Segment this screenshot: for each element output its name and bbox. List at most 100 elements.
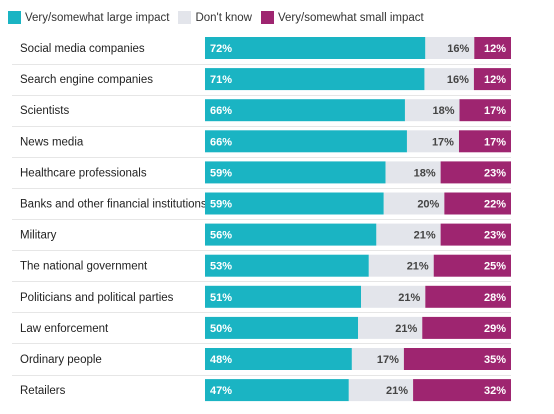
bar-segment-large — [205, 130, 407, 153]
bar-segment-small — [440, 161, 511, 184]
bar-segment-large — [205, 192, 384, 215]
value-label-dontknow: 21% — [398, 292, 420, 304]
value-label-small: 23% — [484, 167, 506, 179]
bar-segment-large — [205, 99, 405, 122]
bar-segment-small — [459, 99, 511, 122]
category-label: Retailers — [20, 385, 66, 397]
value-label-large: 56% — [210, 230, 232, 242]
bar-segment-large — [205, 254, 369, 277]
bar-row: Military 56% 21% 23% — [12, 219, 511, 246]
value-label-dontknow: 18% — [414, 167, 436, 179]
bar-row: Law enforcement 50% 21% 29% — [12, 312, 511, 339]
bar-row: Banks and other financial institutions 59… — [12, 188, 511, 215]
bar-segment-large — [205, 223, 377, 246]
value-label-dontknow: 16% — [447, 74, 469, 86]
value-label-small: 17% — [484, 105, 506, 117]
bar-row: Social media companies 72% 16% 12% — [20, 37, 511, 59]
bar-segment-small — [444, 192, 511, 215]
bar-segment-small — [473, 68, 511, 91]
category-label: Banks and other financial institutions — [20, 199, 207, 211]
category-label: Law enforcement — [20, 323, 109, 335]
bar-segment-large — [205, 348, 352, 370]
bar-segment-large — [205, 316, 358, 339]
bar-segment-small — [458, 130, 511, 153]
category-label: Scientists — [20, 105, 69, 117]
bar-segment-small — [474, 37, 511, 59]
legend-label-small: Very/somewhat small impact — [277, 11, 424, 24]
category-label: Military — [20, 230, 57, 242]
value-label-dontknow: 21% — [414, 230, 436, 242]
category-label: News media — [20, 136, 84, 148]
value-label-dontknow: 20% — [417, 199, 439, 211]
value-label-dontknow: 17% — [377, 354, 399, 366]
bar-segment-large — [205, 379, 349, 402]
value-label-dontknow: 21% — [395, 323, 417, 335]
value-label-dontknow: 18% — [432, 105, 454, 117]
bar-segment-small — [422, 316, 511, 339]
legend-label-dontknow: Don't know — [195, 11, 252, 24]
legend-swatch-dontknow — [178, 11, 192, 24]
bar-segment-dontknow — [385, 161, 441, 184]
bar-segment-dontknow — [351, 348, 404, 370]
bar-row: The national government 53% 21% 25% — [12, 250, 511, 277]
bar-segment-dontknow — [404, 99, 460, 122]
value-label-small: 28% — [484, 292, 506, 304]
legend-label-large: Very/somewhat large impact — [25, 11, 170, 24]
value-label-small: 32% — [484, 385, 506, 397]
value-label-large: 66% — [210, 105, 232, 117]
bar-segment-small — [425, 285, 511, 308]
value-label-small: 35% — [484, 354, 506, 366]
bar-segment-dontknow — [424, 68, 474, 91]
value-label-large: 71% — [210, 74, 232, 86]
bar-segment-large — [205, 285, 362, 308]
value-label-large: 72% — [210, 43, 232, 55]
bar-segment-large — [205, 161, 386, 184]
bar-segment-dontknow — [376, 223, 441, 246]
value-label-small: 17% — [484, 136, 506, 148]
category-label: Politicians and political parties — [20, 292, 174, 304]
value-label-large: 51% — [210, 292, 232, 304]
legend-item-large: Very/somewhat large impact — [8, 11, 169, 24]
value-label-small: 12% — [484, 43, 506, 55]
bar-segment-dontknow — [361, 285, 426, 308]
bar-segment-large — [205, 68, 425, 91]
value-label-small: 23% — [484, 230, 506, 242]
bar-row: Search engine companies 71% 16% 12% — [12, 64, 511, 91]
bar-segment-dontknow — [348, 379, 414, 402]
bar-segment-large — [205, 37, 426, 59]
value-label-small: 29% — [484, 323, 506, 335]
bar-segment-dontknow — [383, 192, 445, 215]
bar-row: Healthcare professionals 59% 18% 23% — [12, 157, 511, 184]
bar-segment-small — [413, 379, 511, 402]
category-label: Search engine companies — [20, 74, 153, 86]
category-label: Healthcare professionals — [20, 167, 147, 179]
value-label-small: 25% — [484, 261, 506, 273]
bar-segment-small — [440, 223, 511, 246]
bar-segment-small — [433, 254, 511, 277]
value-label-large: 50% — [210, 323, 232, 335]
legend-swatch-large — [8, 11, 21, 24]
value-label-large: 66% — [210, 136, 232, 148]
value-label-dontknow: 17% — [432, 136, 454, 148]
value-label-large: 59% — [210, 167, 232, 179]
value-label-small: 22% — [484, 199, 506, 211]
category-label: Social media companies — [20, 43, 145, 55]
category-label: Ordinary people — [20, 354, 102, 366]
bar-segment-dontknow — [425, 37, 475, 59]
value-label-dontknow: 16% — [447, 43, 469, 55]
value-label-large: 53% — [210, 261, 232, 273]
legend-item-dontknow: Don't know — [178, 11, 252, 24]
legend-swatch-small — [260, 11, 274, 24]
bar-segment-small — [403, 348, 511, 370]
legend: Very/somewhat large impact Don't know Ve… — [8, 11, 433, 24]
bar-segment-dontknow — [358, 316, 423, 339]
bar-segment-dontknow — [368, 254, 434, 277]
value-label-dontknow: 21% — [407, 261, 429, 273]
bar-row: Retailers 47% 21% 32% — [12, 375, 511, 402]
legend-item-small: Very/somewhat small impact — [260, 11, 424, 24]
bar-row: Ordinary people 48% 17% 35% — [12, 343, 511, 370]
value-label-dontknow: 21% — [386, 385, 408, 397]
value-label-small: 12% — [484, 74, 506, 86]
bar-row: News media 66% 17% 17% — [12, 126, 511, 153]
